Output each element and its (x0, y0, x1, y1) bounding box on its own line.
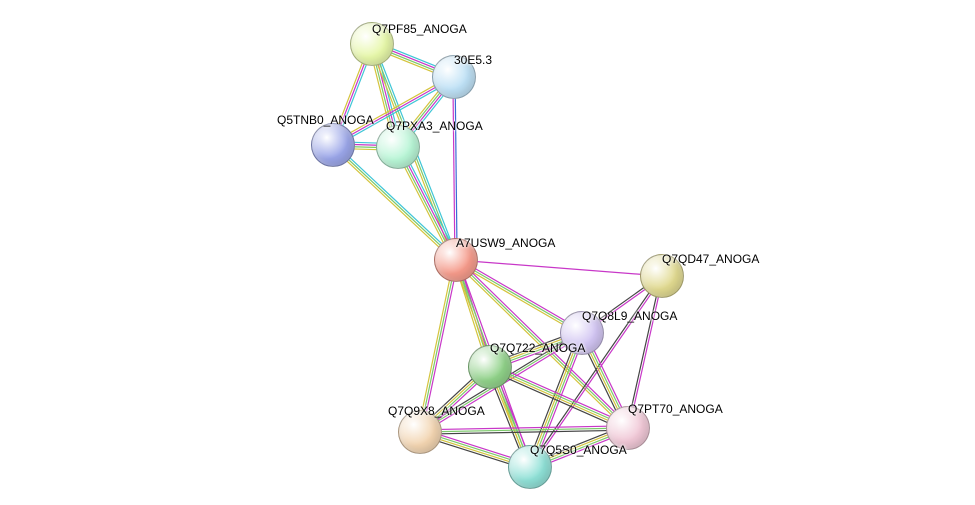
node-label: A7USW9_ANOGA (456, 236, 555, 250)
node-label: Q7Q8L9_ANOGA (582, 309, 677, 323)
node-label: 30E5.3 (454, 53, 492, 67)
node-Q7Q5S0[interactable]: Q7Q5S0_ANOGA (508, 445, 552, 489)
node-label: Q7PT70_ANOGA (628, 402, 723, 416)
node-label: Q7Q9X8_ANOGA (388, 404, 485, 418)
node-label: Q7QD47_ANOGA (662, 252, 759, 266)
node-Q7PXA3[interactable]: Q7PXA3_ANOGA (376, 125, 420, 169)
edge-line (456, 260, 662, 276)
node-label: Q5TNB0_ANOGA (277, 113, 374, 127)
node-label: Q7PXA3_ANOGA (386, 119, 483, 133)
node-label: Q7PF85_ANOGA (372, 22, 467, 36)
edge-line (455, 77, 457, 260)
node-Q7PF85[interactable]: Q7PF85_ANOGA (350, 22, 394, 66)
network-diagram: Q7PF85_ANOGA30E5.3Q5TNB0_ANOGAQ7PXA3_ANO… (0, 0, 975, 505)
node-30E53[interactable]: 30E5.3 (432, 55, 476, 99)
edges-layer (0, 0, 975, 505)
edge-line (453, 77, 455, 260)
node-label: Q7Q722_ANOGA (490, 341, 585, 355)
node-circle[interactable] (311, 123, 355, 167)
node-Q7QD47[interactable]: Q7QD47_ANOGA (640, 254, 684, 298)
node-Q7Q722[interactable]: Q7Q722_ANOGA (468, 345, 512, 389)
node-Q7Q9X8[interactable]: Q7Q9X8_ANOGA (398, 410, 442, 454)
node-label: Q7Q5S0_ANOGA (530, 443, 627, 457)
node-Q5TNB0[interactable]: Q5TNB0_ANOGA (311, 123, 355, 167)
node-A7USW9[interactable]: A7USW9_ANOGA (434, 238, 478, 282)
